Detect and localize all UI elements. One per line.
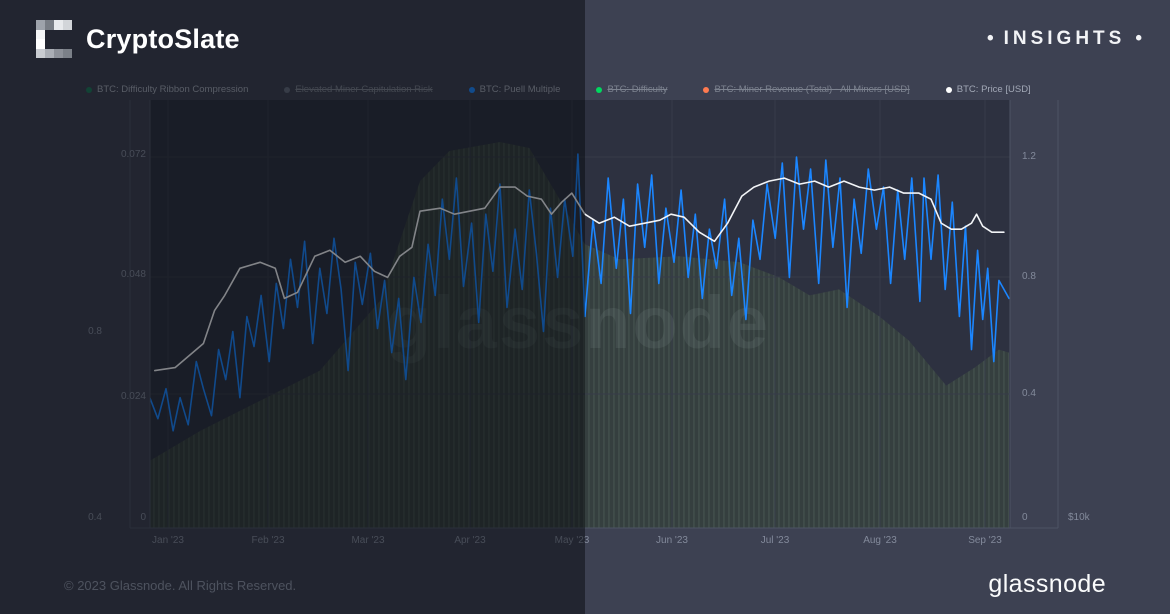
- tick-label: 0: [140, 512, 146, 523]
- cryptoslate-logo-icon[interactable]: [36, 20, 72, 58]
- x-tick-label: Aug '23: [863, 535, 897, 546]
- insights-label: INSIGHTS: [1003, 28, 1126, 49]
- x-tick-label: Apr '23: [454, 535, 486, 546]
- x-tick-label: Jun '23: [656, 535, 688, 546]
- x-tick-label: May '23: [554, 535, 590, 546]
- tick-label: 0.072: [120, 149, 146, 160]
- legend-dot-icon: [945, 86, 952, 93]
- legend-item[interactable]: BTC: Miner Revenue (Total) - All Miners …: [703, 84, 910, 95]
- tick-label: 0.8: [88, 326, 102, 337]
- glassnode-watermark: glassnode: [386, 281, 770, 364]
- legend-item[interactable]: Elevated Miner Capitulation Risk: [284, 84, 433, 95]
- legend-label: BTC: Miner Revenue (Total) - All Miners …: [714, 84, 910, 95]
- tick-label: 0.4: [1022, 388, 1036, 399]
- price-line: [154, 177, 1005, 372]
- tick-label: 0.048: [120, 269, 146, 280]
- site-header: CryptoSlate: [36, 20, 240, 58]
- copyright-text: © 2023 Glassnode. All Rights Reserved.: [64, 578, 297, 593]
- x-tick-label: Jan '23: [152, 535, 184, 546]
- tick-label: 0.024: [120, 391, 146, 402]
- x-tick-label: Sep '23: [968, 535, 1002, 546]
- legend-label: BTC: Difficulty: [607, 84, 668, 95]
- legend-dot-icon: [86, 86, 92, 93]
- tick-label: 0: [1022, 512, 1028, 523]
- difficulty-area: [150, 142, 1009, 528]
- brand-title: CryptoSlate: [86, 23, 240, 54]
- legend-item[interactable]: BTC: Difficulty: [596, 84, 667, 95]
- bullet-icon: •: [1135, 28, 1142, 49]
- bullet-icon: •: [986, 28, 994, 49]
- tick-label: 0.4: [88, 512, 102, 523]
- x-tick-label: Mar '23: [351, 535, 385, 546]
- legend-dot-icon: [468, 86, 475, 93]
- legend-label: BTC: Puell Multiple: [479, 84, 561, 95]
- legend-item[interactable]: BTC: Difficulty Ribbon Compression: [86, 84, 248, 95]
- legend-label: Elevated Miner Capitulation Risk: [295, 84, 433, 95]
- puell-multiple-line: [150, 153, 1010, 432]
- legend-dot-icon: [596, 86, 603, 93]
- glassnode-logo[interactable]: glassnode: [988, 570, 1106, 598]
- tick-label: $10k: [1068, 512, 1090, 523]
- legend-label: BTC: Difficulty Ribbon Compression: [97, 84, 249, 95]
- legend-label: BTC: Price [USD]: [956, 84, 1031, 95]
- legend-item[interactable]: BTC: Puell Multiple: [468, 84, 561, 95]
- tick-label: 1.2: [1022, 151, 1036, 162]
- insights-badge: • INSIGHTS •: [987, 28, 1142, 50]
- x-tick-label: Jul '23: [760, 535, 790, 546]
- chart-legend: BTC: Difficulty Ribbon Compression Elevat…: [86, 84, 1031, 95]
- legend-dot-icon: [284, 86, 291, 93]
- x-tick-label: Feb '23: [251, 535, 285, 546]
- legend-item[interactable]: BTC: Price [USD]: [945, 84, 1031, 95]
- legend-dot-icon: [703, 86, 710, 93]
- tick-label: 0.8: [1022, 271, 1036, 282]
